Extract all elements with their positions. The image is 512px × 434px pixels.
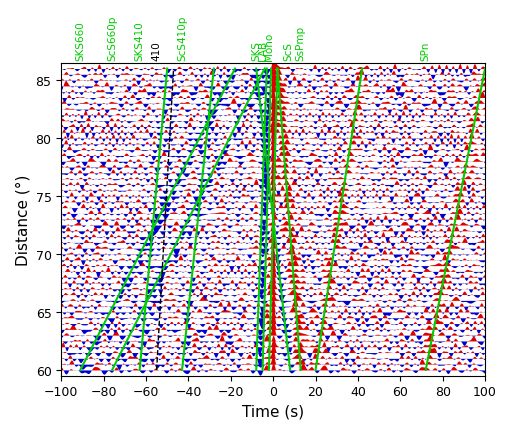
Text: SKS: SKS: [251, 40, 261, 60]
Text: SPn: SPn: [421, 41, 431, 60]
Text: Moho: Moho: [264, 32, 274, 60]
Text: ScS660p: ScS660p: [107, 15, 117, 60]
Text: LAB: LAB: [258, 40, 268, 60]
Text: SsPmp: SsPmp: [296, 26, 306, 60]
Text: ScS410p: ScS410p: [177, 15, 187, 60]
X-axis label: Time (s): Time (s): [242, 404, 304, 419]
Text: ScS: ScS: [283, 42, 293, 60]
Text: SKS660: SKS660: [75, 21, 86, 60]
Y-axis label: Distance (°): Distance (°): [15, 174, 30, 265]
Text: 410: 410: [152, 41, 162, 60]
Text: SKS410: SKS410: [135, 21, 145, 60]
